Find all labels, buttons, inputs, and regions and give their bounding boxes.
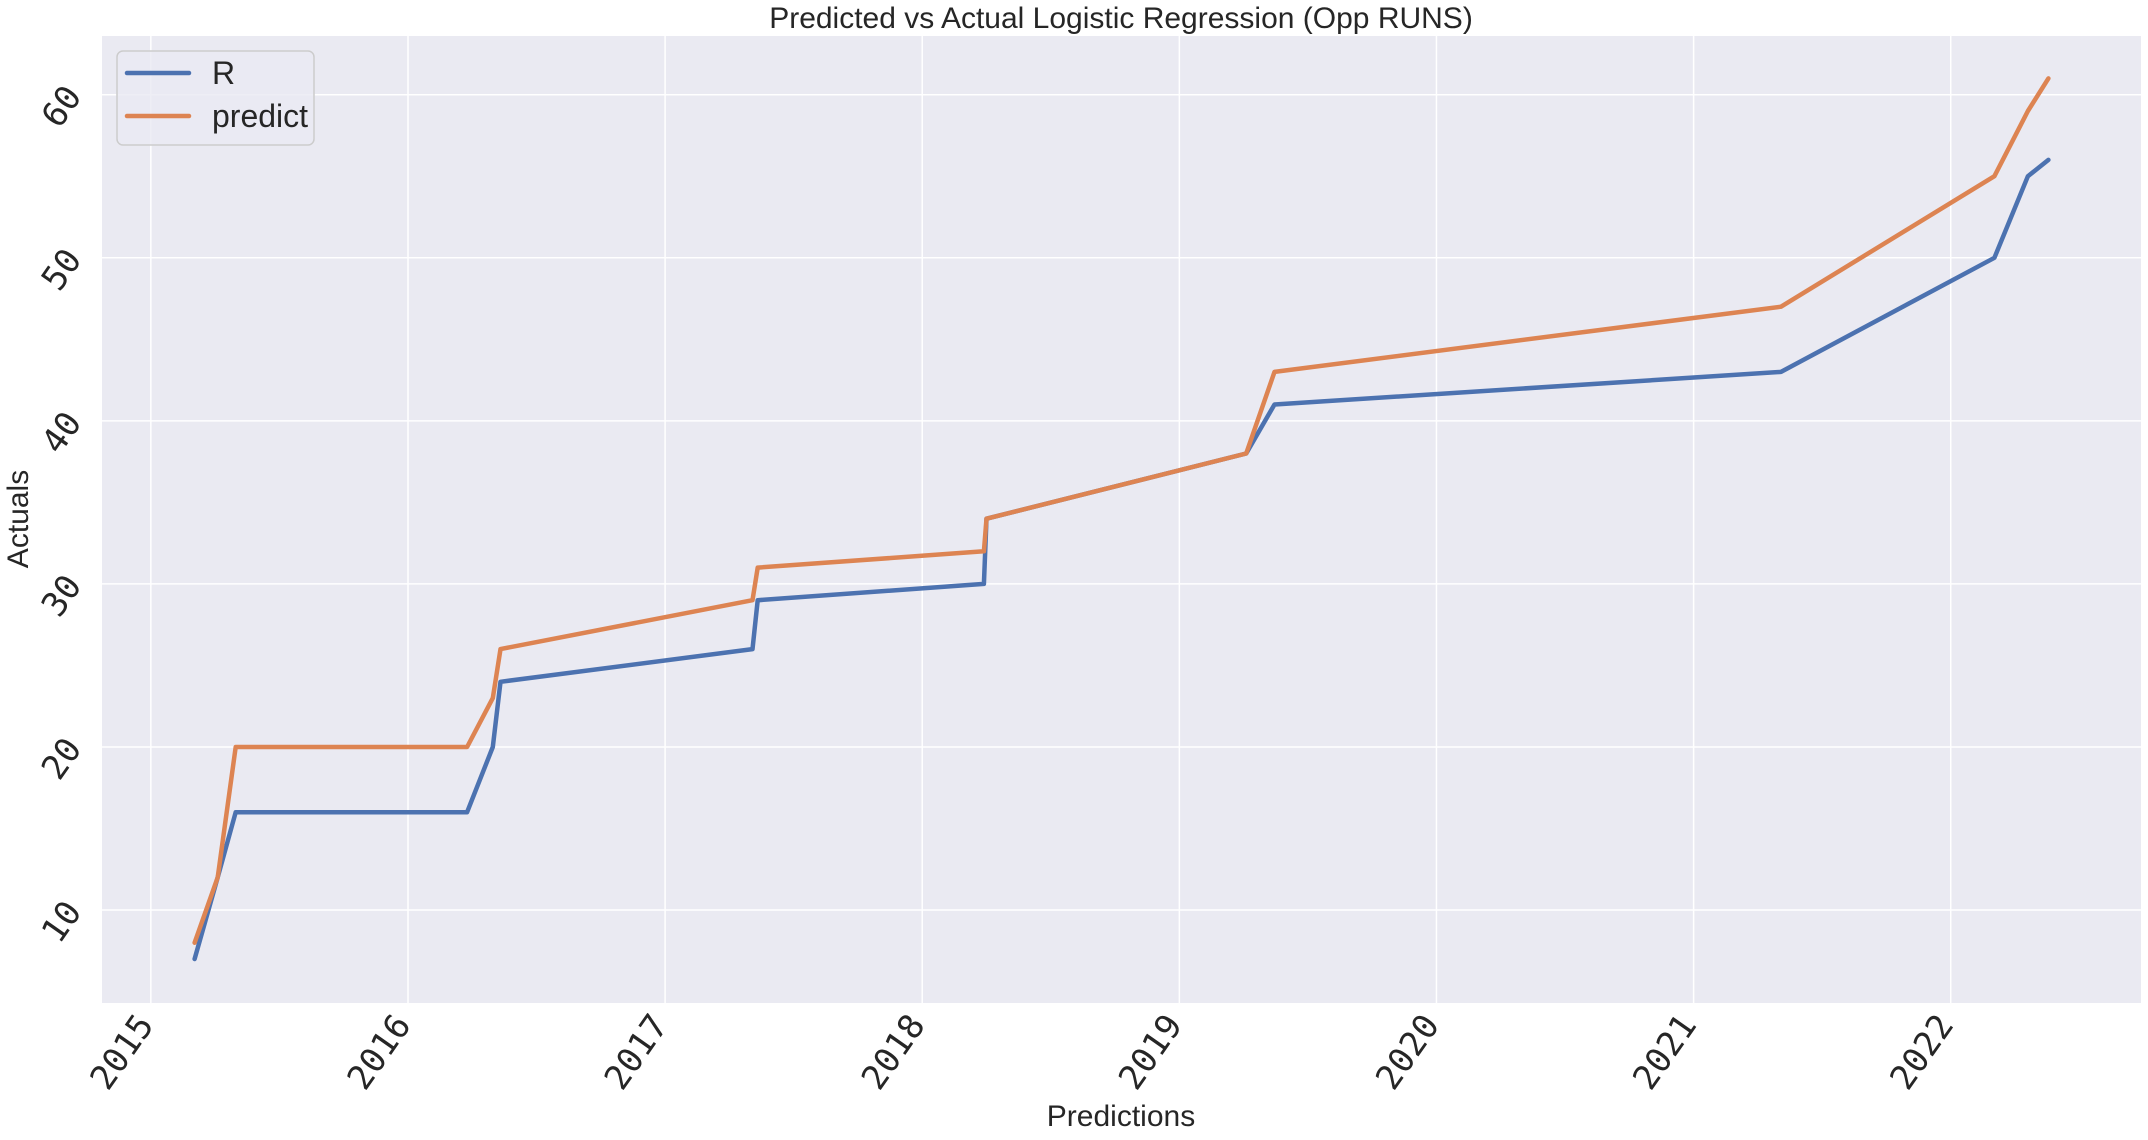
y-tick-label: 50 [34,242,90,298]
legend-label-predict: predict [212,98,308,134]
y-tick-label: 30 [34,568,90,624]
x-tick-label: 2017 [597,1007,677,1097]
y-tick-label: 60 [34,78,90,134]
series-line-predict [192,76,2051,945]
y-axis-ticks: 10 20 30 40 50 60 [34,78,90,950]
y-tick-label: 20 [34,731,90,787]
series-line-r [192,157,2051,962]
x-tick-label: 2018 [854,1007,934,1097]
x-tick-label: 2019 [1111,1007,1191,1097]
x-tick-label: 2022 [1882,1007,1962,1097]
plot-area [102,36,2141,1003]
y-tick-label: 10 [34,894,90,950]
legend-label-r: R [212,55,235,91]
x-tick-label: 2021 [1625,1007,1705,1097]
x-tick-label: 2016 [340,1007,420,1097]
x-tick-label: 2020 [1368,1007,1448,1097]
gridlines [102,36,2141,1003]
x-axis-label: Predictions [1047,1100,1195,1133]
y-tick-label: 40 [34,405,90,461]
data-series [192,76,2051,962]
y-axis-label: Actuals [2,470,35,568]
x-axis-ticks: 2015 2016 2017 2018 2019 2020 2021 2022 [82,1007,1962,1097]
legend: R predict [116,50,315,146]
x-tick-label: 2015 [82,1007,162,1097]
chart-title: Predicted vs Actual Logistic Regression … [769,2,1473,35]
